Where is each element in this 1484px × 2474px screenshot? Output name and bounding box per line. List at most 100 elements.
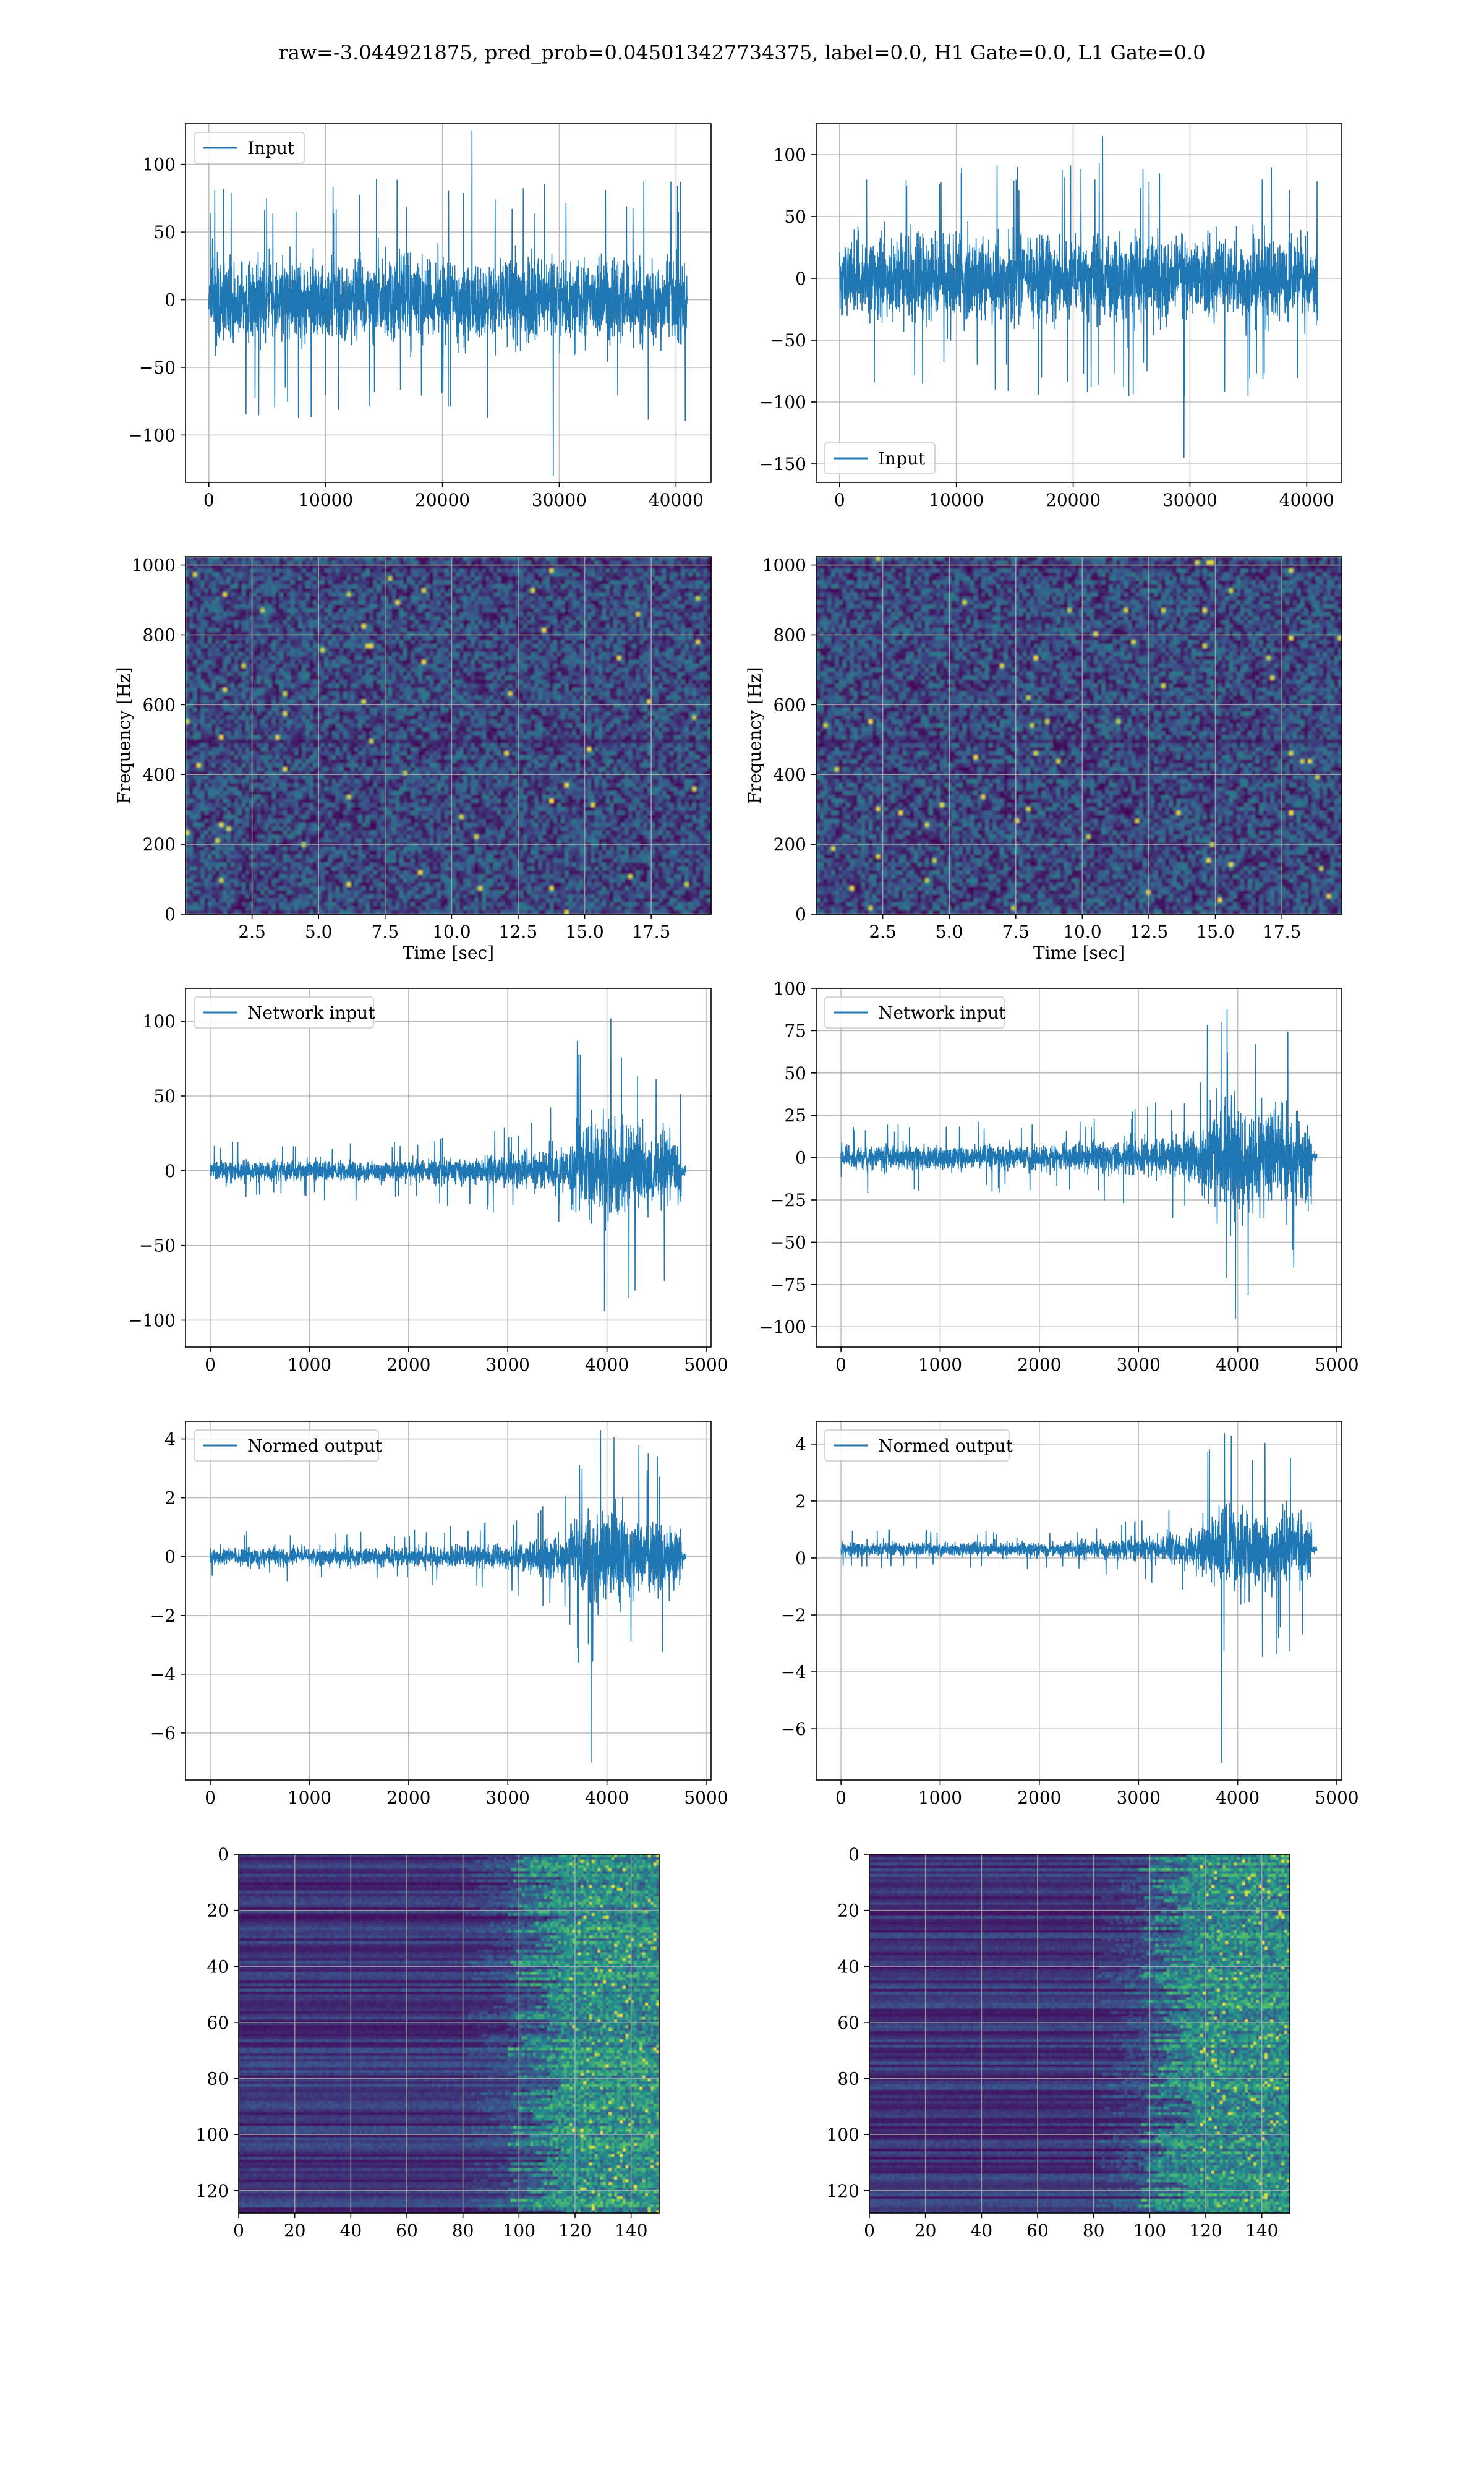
x-axis-label: Time [sec] [1033,943,1125,963]
x-tick-label: 10000 [929,490,984,510]
x-tick-label: 1000 [288,1787,331,1808]
x-tick-label: 80 [1083,2220,1105,2241]
x-tick-label: 12.5 [499,922,537,942]
y-tick-label: 0 [795,1148,806,1168]
x-tick-label: 5000 [684,1787,728,1808]
y-tick-label: 0 [164,904,176,925]
y-tick-label: −150 [759,454,806,474]
y-tick-label: −4 [150,1664,176,1685]
y-tick-label: 100 [143,1011,176,1032]
legend-label: Network input [878,1003,1006,1023]
x-tick-label: 7.5 [372,922,399,942]
x-tick-label: 12.5 [1130,922,1168,942]
x-tick-label: 120 [558,2220,591,2241]
x-axis-label: Time [sec] [403,943,494,963]
y-tick-label: 75 [784,1021,806,1041]
y-tick-label: 2 [164,1488,176,1509]
y-tick-label: 0 [795,1548,806,1569]
y-tick-label: 600 [774,695,806,715]
x-tick-label: 17.5 [632,922,670,942]
x-tick-label: 0 [205,1355,216,1375]
legend: Normed output [825,1430,1013,1461]
series-line [210,1430,686,1762]
y-tick-label: 400 [774,764,806,785]
x-tick-label: 2000 [386,1355,430,1375]
y-tick-label: 400 [143,764,176,785]
l1-network-input-panel: 0 1000 2000 3000 4000 5000−100−75−50−25025507… [759,978,1359,1375]
y-tick-label: 50 [153,1086,176,1106]
y-tick-label: 800 [143,625,176,645]
y-tick-label: 0 [218,1844,229,1865]
heatmap-cells [239,1854,660,2214]
x-tick-label: 60 [1026,2220,1049,2241]
x-tick-label: 2000 [1017,1355,1061,1375]
axes-frame [186,1421,711,1780]
x-tick-label: 15.0 [565,922,603,942]
y-tick-label: 60 [207,2013,229,2033]
x-tick-label: 0 [864,2220,875,2241]
x-tick-label: 0 [233,2220,244,2241]
x-tick-label: 0 [205,1787,216,1808]
x-tick-label: 100 [503,2220,535,2241]
y-axis-label: Frequency [Hz] [114,667,134,803]
y-tick-label: 0 [795,904,806,925]
heatmap-cells [186,557,712,915]
y-tick-label: 50 [784,207,806,227]
legend: Network input [194,997,375,1028]
y-tick-label: −100 [759,1317,806,1337]
y-tick-label: −2 [781,1605,806,1625]
y-tick-label: 0 [164,1547,176,1567]
l1-input-panel: 0 10000 20000 30000 40000−150−100−50050100In… [759,124,1342,510]
x-tick-label: 2.5 [238,922,266,942]
x-tick-label: 30000 [1162,490,1217,510]
x-tick-label: 17.5 [1263,922,1301,942]
y-tick-label: 800 [774,625,806,645]
x-tick-label: 20000 [415,490,470,510]
heatmap-cells [816,557,1342,915]
y-tick-label: 50 [784,1063,806,1084]
y-tick-label: 40 [837,1956,859,1977]
legend-label: Normed output [247,1436,383,1456]
legend: Normed output [194,1430,383,1461]
y-tick-label: 120 [196,2181,229,2201]
y-tick-label: 100 [196,2125,229,2145]
x-tick-label: 3000 [1117,1787,1161,1808]
y-tick-label: 0 [848,1844,859,1865]
x-tick-label: 0 [203,490,215,510]
x-tick-label: 40000 [1279,490,1334,510]
legend-label: Input [878,448,926,469]
x-tick-label: 20000 [1046,490,1101,510]
x-tick-label: 4000 [585,1355,629,1375]
x-tick-label: 3000 [1117,1355,1161,1375]
x-tick-label: 100 [1133,2220,1166,2241]
y-tick-label: 2 [795,1491,806,1512]
y-tick-label: −50 [770,330,806,351]
x-tick-label: 1000 [288,1355,331,1375]
x-tick-label: 3000 [486,1355,530,1375]
x-tick-label: 5000 [1315,1355,1358,1375]
x-tick-label: 1000 [918,1355,962,1375]
x-tick-label: 1000 [918,1787,962,1808]
y-tick-label: 20 [837,1901,859,1921]
y-tick-label: 600 [143,695,176,715]
x-tick-label: 10.0 [432,922,471,942]
y-tick-label: −100 [759,392,806,413]
y-tick-label: −6 [150,1723,176,1744]
y-tick-label: 200 [774,834,806,855]
x-tick-label: 4000 [1216,1355,1260,1375]
x-tick-label: 40000 [649,490,704,510]
legend: Network input [825,997,1006,1028]
series-line [840,136,1318,458]
heatmap-cells [869,1854,1290,2214]
y-tick-label: −6 [781,1719,806,1739]
series-line [841,1433,1317,1763]
x-tick-label: 2000 [1017,1787,1061,1808]
y-tick-label: 100 [827,2125,859,2145]
y-tick-label: 120 [827,2181,859,2201]
